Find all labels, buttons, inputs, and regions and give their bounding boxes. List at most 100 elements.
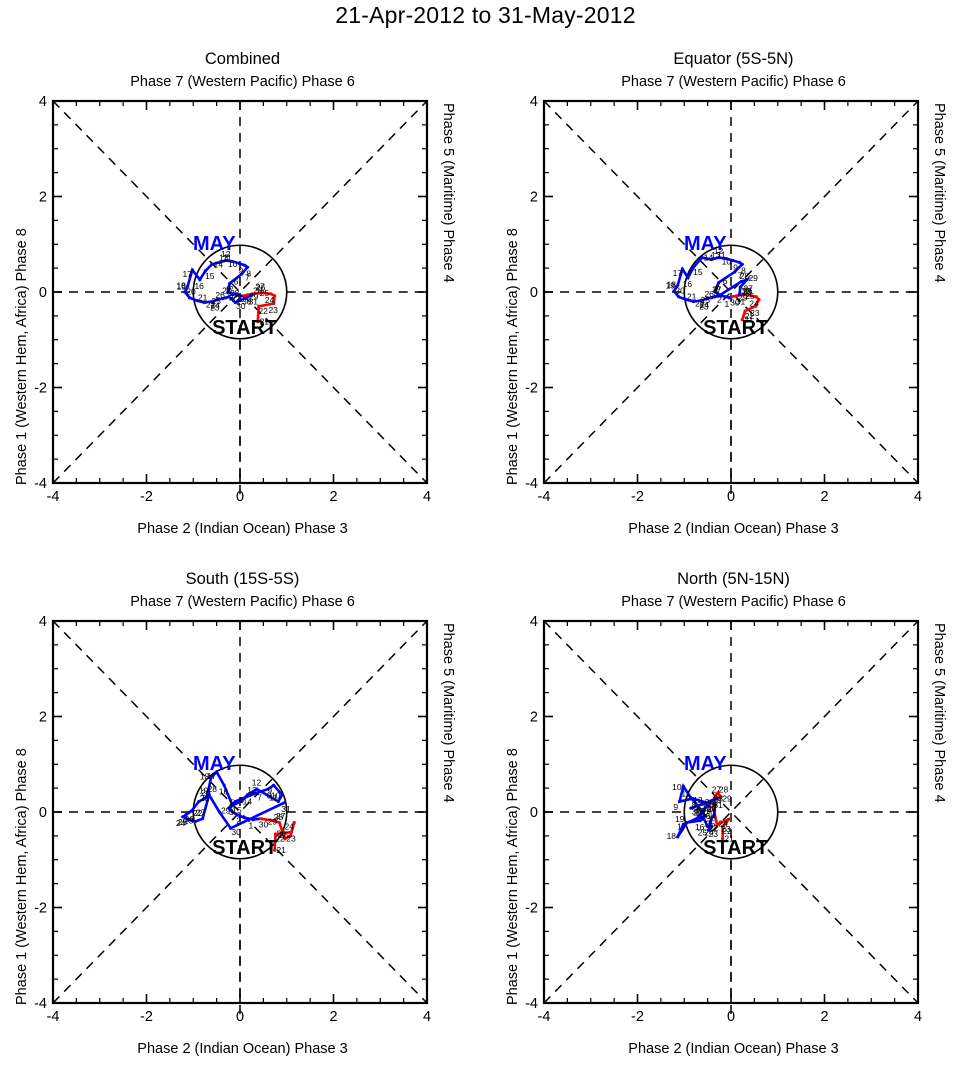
svg-text:29: 29	[738, 293, 748, 303]
svg-text:8: 8	[267, 791, 272, 801]
svg-text:0: 0	[236, 489, 244, 505]
svg-text:-4: -4	[525, 476, 538, 492]
x-axis-label-equator: Phase 2 (Indian Ocean) Phase 3	[628, 521, 839, 537]
svg-text:5: 5	[229, 797, 234, 807]
svg-text:2: 2	[717, 294, 722, 304]
svg-text:31: 31	[713, 800, 723, 810]
svg-text:0: 0	[727, 1009, 735, 1025]
svg-text:26: 26	[256, 283, 266, 293]
panel-top-axis-label-north: Phase 7 (Western Pacific) Phase 6	[621, 594, 846, 610]
svg-text:9: 9	[733, 263, 738, 273]
svg-text:22: 22	[695, 299, 705, 309]
svg-text:30: 30	[236, 301, 246, 311]
start-label: START	[703, 317, 768, 339]
svg-text:30: 30	[707, 804, 717, 814]
svg-text:24: 24	[704, 827, 714, 837]
svg-text:4: 4	[226, 282, 231, 292]
svg-text:28: 28	[742, 287, 752, 297]
svg-text:22: 22	[275, 834, 285, 844]
svg-text:6: 6	[707, 804, 712, 814]
axis-ticks	[543, 100, 919, 484]
svg-text:23: 23	[721, 824, 731, 834]
phase-divider-lines	[52, 620, 428, 1015]
svg-text:2: 2	[696, 807, 701, 817]
svg-text:8: 8	[692, 800, 697, 810]
svg-text:23: 23	[709, 829, 719, 839]
svg-text:0: 0	[530, 285, 538, 301]
svg-text:4: 4	[530, 614, 538, 630]
svg-text:26: 26	[215, 290, 225, 300]
svg-text:-4: -4	[34, 476, 47, 492]
svg-text:17: 17	[673, 268, 683, 278]
svg-text:14: 14	[243, 797, 253, 807]
svg-text:20: 20	[186, 286, 196, 296]
panel-north: North (5N-15N) Phase 7 (Western Pacific) …	[491, 562, 971, 1092]
svg-text:29: 29	[249, 292, 259, 302]
svg-text:23: 23	[699, 301, 709, 311]
month-label-may: MAY	[684, 233, 727, 255]
svg-text:15: 15	[703, 819, 713, 829]
svg-text:30: 30	[231, 827, 241, 837]
svg-text:0: 0	[236, 1009, 244, 1025]
svg-text:4: 4	[423, 489, 431, 505]
svg-text:31: 31	[736, 296, 746, 306]
svg-text:21: 21	[198, 292, 208, 302]
x-axis-label-combined: Phase 2 (Indian Ocean) Phase 3	[137, 521, 348, 537]
svg-text:18: 18	[176, 280, 186, 290]
svg-text:21: 21	[724, 834, 734, 844]
svg-text:2: 2	[820, 1009, 828, 1025]
svg-text:25: 25	[279, 830, 289, 840]
svg-text:5: 5	[229, 281, 234, 291]
panel-title-combined: Combined	[204, 50, 281, 68]
svg-text:13: 13	[247, 785, 257, 795]
svg-text:24: 24	[749, 299, 759, 309]
svg-text:18: 18	[667, 831, 677, 841]
svg-text:4: 4	[696, 804, 701, 814]
svg-text:0: 0	[39, 285, 47, 301]
svg-text:27: 27	[707, 804, 717, 814]
svg-text:-4: -4	[525, 996, 538, 1012]
svg-text:15: 15	[693, 267, 703, 277]
svg-text:15: 15	[205, 271, 215, 281]
unit-circle	[683, 764, 779, 860]
svg-text:24: 24	[176, 818, 186, 828]
svg-text:25: 25	[178, 817, 188, 827]
svg-text:-2: -2	[525, 901, 538, 917]
svg-text:4: 4	[914, 489, 922, 505]
svg-text:19: 19	[176, 282, 186, 292]
svg-text:-4: -4	[47, 489, 60, 505]
svg-text:28: 28	[740, 271, 750, 281]
svg-text:22: 22	[709, 823, 719, 833]
trajectory-april	[260, 817, 296, 851]
svg-text:28: 28	[719, 785, 729, 795]
svg-text:7: 7	[738, 270, 743, 280]
svg-text:13: 13	[711, 250, 721, 260]
svg-text:21: 21	[687, 291, 697, 301]
daily-points	[183, 258, 277, 324]
svg-text:16: 16	[695, 822, 705, 832]
svg-text:17: 17	[677, 822, 687, 832]
svg-text:28: 28	[230, 288, 240, 298]
svg-text:20: 20	[675, 285, 685, 295]
svg-text:3: 3	[713, 288, 718, 298]
svg-text:7: 7	[257, 792, 262, 802]
svg-text:11: 11	[223, 252, 232, 262]
svg-text:19: 19	[675, 814, 685, 824]
svg-text:1: 1	[725, 299, 730, 309]
svg-text:4: 4	[39, 614, 47, 630]
svg-text:0: 0	[39, 805, 47, 821]
svg-text:29: 29	[712, 795, 722, 805]
svg-text:12: 12	[714, 246, 724, 256]
svg-text:19: 19	[199, 785, 209, 795]
svg-text:26: 26	[704, 289, 714, 299]
svg-text:10: 10	[228, 259, 238, 269]
svg-text:24: 24	[718, 819, 728, 829]
svg-text:6: 6	[723, 276, 728, 286]
start-label: START	[703, 837, 768, 859]
